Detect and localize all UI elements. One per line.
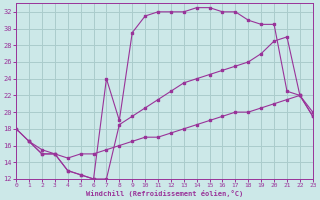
X-axis label: Windchill (Refroidissement éolien,°C): Windchill (Refroidissement éolien,°C) [86,190,243,197]
